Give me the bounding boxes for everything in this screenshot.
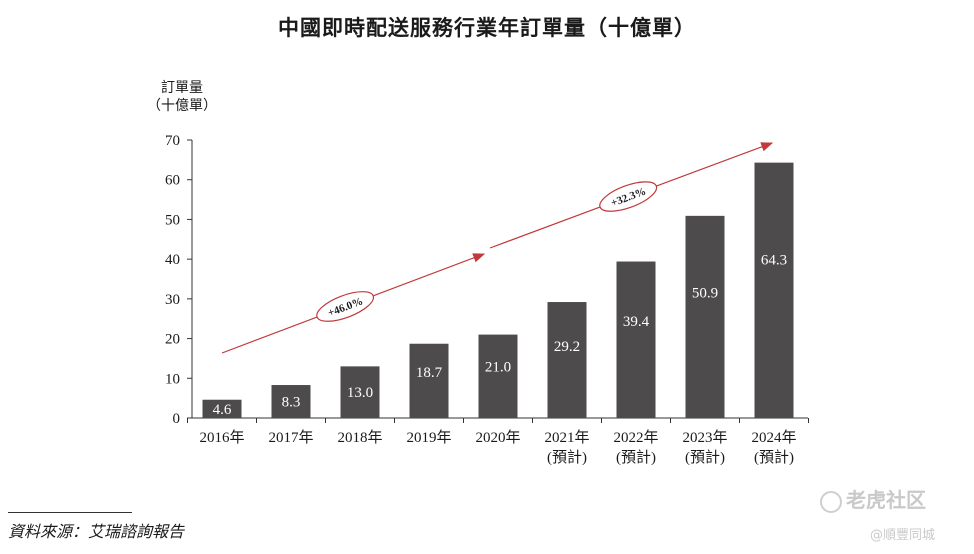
x-tick-label: (預計): [547, 449, 587, 466]
x-tick-label: 2022年: [613, 429, 658, 446]
bar: [409, 343, 449, 418]
x-tick-label: 2023年: [682, 429, 727, 446]
source-note: 資料來源：艾瑞諮詢報告: [8, 522, 185, 541]
bar-value-label: 21.0: [485, 359, 511, 375]
bar: [271, 385, 311, 418]
y-tick-label: 30: [165, 292, 180, 308]
x-tick-label: (預計): [616, 449, 656, 466]
y-tick-label: 20: [165, 332, 180, 348]
bar-value-label: 64.3: [761, 253, 787, 269]
y-tick-label: 40: [165, 252, 180, 268]
y-axis-unit-label: （十億單）: [147, 98, 217, 114]
growth-rate-ellipse: [599, 181, 658, 212]
x-tick-label: (預計): [754, 449, 794, 466]
x-tick-label: 2019年: [406, 429, 451, 446]
tiger-logo-icon: [820, 490, 842, 513]
bar: [547, 302, 587, 418]
y-tick-label: 60: [165, 173, 180, 189]
bar: [340, 366, 380, 418]
x-tick-label: 2017年: [268, 429, 313, 446]
watermark-text: 老虎社区: [846, 488, 926, 512]
watermark: 老虎社区: [820, 484, 926, 513]
x-tick-label: 2016年: [199, 429, 244, 446]
x-tick-label: 2020年: [475, 429, 520, 446]
x-tick-label: 2021年: [544, 429, 589, 446]
bar: [478, 334, 518, 418]
y-tick-label: 10: [165, 371, 180, 387]
y-axis-label: 訂單量: [161, 80, 203, 96]
bar-value-label: 13.0: [347, 385, 373, 401]
bar-value-label: 4.6: [213, 402, 232, 418]
bar-value-label: 39.4: [623, 314, 650, 330]
bar: [685, 215, 725, 418]
y-tick-label: 70: [165, 133, 180, 149]
y-tick-label: 50: [165, 212, 180, 228]
chart-title: 中國即時配送服務行業年訂單量（十億單）: [278, 16, 696, 40]
bar-value-label: 8.3: [282, 395, 301, 411]
y-tick-label: 0: [173, 411, 181, 427]
x-tick-label: 2024年: [751, 429, 796, 446]
watermark-handle: @順豐同城: [870, 528, 936, 543]
bar-value-label: 18.7: [416, 365, 443, 381]
x-tick-label: 2018年: [337, 429, 382, 446]
bar-value-label: 50.9: [692, 286, 718, 302]
source-divider: [8, 512, 132, 513]
x-tick-label: (預計): [685, 449, 725, 466]
bar: [202, 399, 242, 418]
bar: [616, 261, 656, 418]
growth-rate-ellipse: [316, 291, 375, 322]
bar-value-label: 29.2: [554, 339, 580, 355]
bar-chart: 訂單量 （十億單） 0 10 20 30 40 50 60 70 4.6 2016年 8.3 2017年 1…: [147, 80, 809, 466]
bar: [754, 162, 794, 418]
